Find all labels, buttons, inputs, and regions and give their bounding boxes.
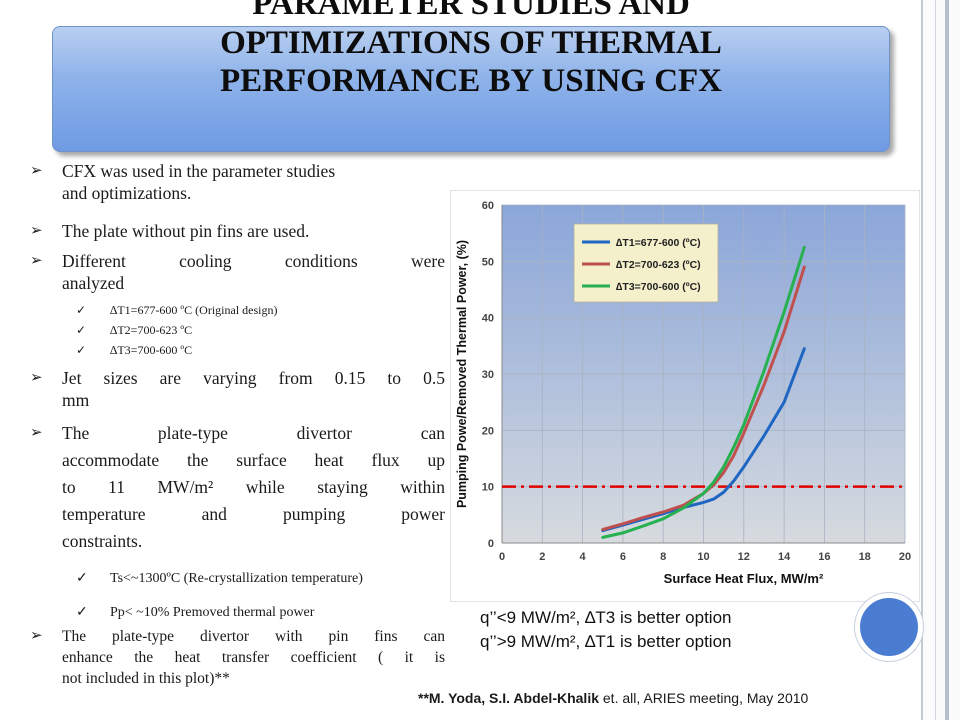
condition-item: ✓ ∆T3=700-600 ºC [76, 343, 193, 357]
bullet-line: CFX was used in the parameter studies [62, 161, 336, 181]
y-axis-title: Pumping Powe/Removed Thermal Power, (%) [455, 240, 469, 508]
x-tick-label: 6 [620, 551, 626, 563]
decorative-circle [855, 593, 923, 661]
footnote-text: et. all, ARIES meeting, May 2010 [599, 690, 809, 706]
y-tick-label: 10 [482, 482, 494, 494]
chart-caption: q’’<9 MW/m², ∆T3 is better option q’’>9 … [480, 606, 731, 654]
arrow-bullet-icon: ➢ [30, 425, 43, 441]
bullet-line: temperature and pumping power [62, 504, 445, 524]
x-tick-label: 20 [899, 551, 911, 563]
chart-panel: 0 2 4 6 8 10 12 14 16 18 20 0 10 20 30 40 50 60 Surface He… [449, 189, 921, 603]
bullet-item: ➢ The plate without pin fins are used. [30, 220, 445, 242]
x-tick-label: 16 [818, 551, 830, 563]
bullet-line: mm [62, 390, 90, 410]
x-tick-label: 10 [697, 551, 709, 563]
x-axis-title: Surface Heat Flux, MW/m² [664, 571, 824, 586]
caption-line: q’’>9 MW/m², ∆T1 is better option [480, 632, 732, 651]
margin-rule [935, 0, 936, 720]
arrow-bullet-icon: ➢ [30, 628, 43, 644]
margin-rule [945, 0, 949, 720]
check-icon: ✓ [76, 323, 87, 337]
footnote: **M. Yoda, S.I. Abdel-Khalik et. all, AR… [418, 690, 808, 706]
x-tick-label: 4 [580, 551, 587, 563]
bullet-line: Jet sizes are varying from 0.15 to 0.5 [62, 368, 445, 388]
y-tick-label: 0 [488, 538, 494, 550]
data-series-line [601, 347, 806, 533]
x-tick-label: 18 [859, 551, 871, 563]
bullet-item: ➢ The plate-type divertor with pin fins … [30, 626, 445, 689]
slide-title: PARAMETER STUDIES AND OPTIMIZATIONS OF T… [52, 0, 890, 100]
condition-item: ✓ ∆T2=700-623 ºC [76, 323, 193, 337]
check-icon: ✓ [76, 605, 88, 620]
arrow-bullet-icon: ➢ [30, 253, 43, 269]
data-series-line [601, 245, 806, 539]
check-icon: ✓ [76, 303, 87, 317]
bullet-line: The plate without pin fins are used. [62, 221, 310, 241]
y-tick-label: 50 [482, 256, 494, 268]
arrow-bullet-icon: ➢ [30, 370, 43, 386]
y-tick-label: 60 [482, 200, 494, 212]
title-line: OPTIMIZATIONS OF THERMAL [220, 25, 722, 61]
check-icon: ✓ [76, 571, 88, 586]
title-line: PARAMETER STUDIES AND [252, 0, 690, 22]
arrow-bullet-icon: ➢ [30, 163, 43, 179]
bullet-item: ➢ Different cooling conditions were anal… [30, 250, 445, 294]
legend-label: ∆T1=677-600 (ºC) [616, 237, 701, 249]
right-margin-strip [921, 0, 960, 720]
arrow-bullet-icon: ➢ [30, 223, 43, 239]
bullet-line: The plate-type divertor with pin fins ca… [62, 628, 445, 645]
title-line: PERFORMANCE BY USING CFX [219, 63, 723, 99]
constraint-item: ✓ Ts<~1300ºC (Re-crystallization temperat… [76, 571, 363, 586]
check-icon: ✓ [76, 343, 87, 357]
y-tick-label: 40 [482, 313, 494, 325]
line-chart: 0 2 4 6 8 10 12 14 16 18 20 0 10 20 30 40 50 60 Surface He… [449, 189, 921, 603]
bullet-line: Different cooling conditions were [62, 251, 445, 271]
x-tick-label: 14 [778, 551, 791, 563]
constraint-item: ✓ Pp< ~10% Premoved thermal power [76, 605, 315, 620]
y-tick-label: 20 [482, 425, 494, 437]
bullet-item: ➢ The plate-type divertor can accommodat… [30, 420, 445, 555]
bullet-item: ➢ Jet sizes are varying from 0.15 to 0.5… [30, 367, 445, 411]
legend-label: ∆T3=700-600 (ºC) [616, 281, 701, 293]
bullet-line: The plate-type divertor can [62, 423, 445, 443]
bullet-line: enhance the heat transfer coefficient ( … [62, 649, 445, 666]
x-tick-label: 0 [499, 551, 505, 563]
y-tick-label: 30 [482, 369, 494, 381]
bullet-line: analyzed [62, 273, 125, 293]
margin-rule [921, 0, 923, 720]
x-tick-label: 8 [660, 551, 666, 563]
x-tick-label: 12 [738, 551, 750, 563]
bullet-list: ➢ CFX was used in the parameter studies … [30, 158, 445, 698]
footnote-author: **M. Yoda, S.I. Abdel-Khalik [418, 690, 599, 706]
bullet-line: and optimizations. [62, 183, 192, 203]
bullet-line: to 11 MW/m² while staying within [62, 477, 445, 497]
condition-item: ✓ ∆T1=677-600 ºC (Original design) [76, 303, 278, 317]
x-tick-label: 2 [539, 551, 545, 563]
title-banner [52, 26, 890, 152]
bullet-line: constraints. [62, 531, 143, 551]
bullet-item: ➢ CFX was used in the parameter studies … [30, 160, 445, 204]
data-series-line [601, 265, 806, 531]
bullet-line: accommodate the surface heat flux up [62, 450, 445, 470]
caption-line: q’’<9 MW/m², ∆T3 is better option [480, 608, 732, 627]
legend-label: ∆T2=700-623 (ºC) [616, 259, 701, 271]
bullet-line: not included in this plot)** [62, 670, 230, 687]
